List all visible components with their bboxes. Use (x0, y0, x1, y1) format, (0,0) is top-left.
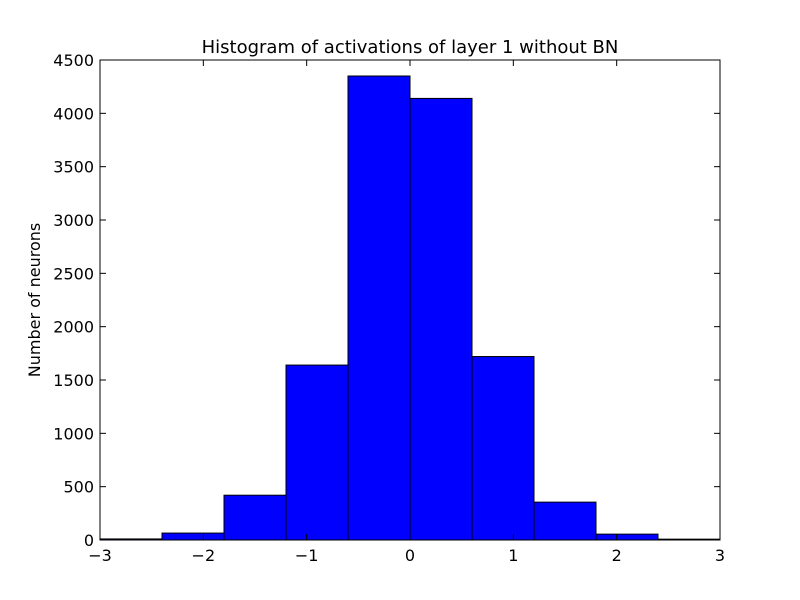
x-tick-label: −2 (192, 546, 216, 565)
histogram-bar (595, 533, 659, 541)
x-tick-label: 0 (405, 546, 415, 565)
histogram-bar (347, 75, 411, 541)
x-tick-label: −3 (88, 546, 112, 565)
histogram-bar (471, 356, 535, 541)
x-tick-label: 1 (508, 546, 518, 565)
y-tick-label: 3500 (53, 158, 94, 177)
axes-frame (99, 59, 721, 541)
histogram-bar (533, 501, 597, 541)
y-tick-label: 3000 (53, 211, 94, 230)
y-tick-label: 2500 (53, 264, 94, 283)
y-tick-label: 0 (84, 531, 94, 550)
bars-group (99, 75, 721, 541)
y-tick-label: 4000 (53, 104, 94, 123)
y-tick-label: 500 (63, 478, 94, 497)
histogram-bar (223, 494, 287, 541)
x-tick-label: −1 (295, 546, 319, 565)
x-tick-label: 2 (612, 546, 622, 565)
x-tick-label: 3 (715, 546, 725, 565)
y-tick-label: 1500 (53, 371, 94, 390)
y-axis-label: Number of neurons (25, 223, 44, 377)
y-tick-label: 4500 (53, 51, 94, 70)
y-tick-label: 1000 (53, 424, 94, 443)
histogram-bar (409, 97, 473, 541)
chart-title: Histogram of activations of layer 1 with… (202, 37, 619, 58)
histogram-bar (161, 532, 225, 541)
histogram-bar (285, 364, 349, 541)
y-tick-label: 2000 (53, 318, 94, 337)
